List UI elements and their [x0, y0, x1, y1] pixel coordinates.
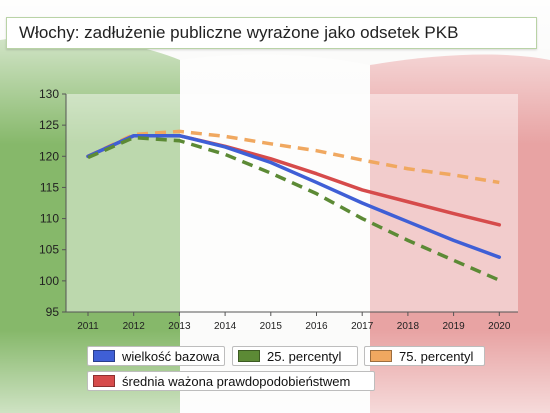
x-tick-label: 2019: [442, 321, 465, 332]
legend-swatch: [370, 350, 392, 362]
y-tick-label: 95: [46, 305, 60, 319]
legend-label: wielkość bazowa: [122, 349, 220, 364]
series-line-1: [87, 135, 500, 282]
legend-item-3: średnia ważona prawdopodobieństwem: [87, 371, 375, 391]
legend-swatch: [93, 375, 115, 387]
x-tick-label: 2016: [305, 321, 328, 332]
y-tick-label: 110: [40, 212, 59, 226]
y-tick-label: 130: [39, 87, 59, 101]
legend-label: 75. percentyl: [399, 349, 474, 364]
legend-swatch: [93, 350, 115, 362]
y-tick-label: 125: [39, 118, 59, 132]
legend-item-0: wielkość bazowa: [87, 346, 225, 366]
legend-item-1: 25. percentyl: [232, 346, 358, 366]
x-tick-label: 2020: [488, 321, 511, 332]
x-tick-label: 2012: [123, 321, 146, 332]
x-tick-label: 2014: [214, 321, 237, 332]
title-box: Włochy: zadłużenie publiczne wyrażone ja…: [6, 17, 537, 49]
legend-label: średnia ważona prawdopodobieństwem: [122, 374, 351, 389]
legend-item-2: 75. percentyl: [364, 346, 485, 366]
chart-title: Włochy: zadłużenie publiczne wyrażone ja…: [19, 23, 459, 42]
x-tick-label: 2017: [351, 321, 374, 332]
legend-swatch: [238, 350, 260, 362]
x-tick-label: 2011: [77, 321, 99, 332]
y-tick-label: 100: [39, 274, 59, 288]
x-tick-label: 2015: [260, 321, 283, 332]
series-line-2: [87, 129, 500, 185]
y-tick-label: 105: [39, 243, 59, 257]
x-tick-label: 2013: [168, 321, 191, 332]
series-line-3: [86, 133, 502, 227]
legend-label: 25. percentyl: [267, 349, 342, 364]
y-tick-label: 120: [39, 149, 59, 163]
x-tick-label: 2018: [397, 321, 420, 332]
series-line-0: [86, 133, 502, 259]
y-tick-label: 115: [40, 180, 59, 194]
